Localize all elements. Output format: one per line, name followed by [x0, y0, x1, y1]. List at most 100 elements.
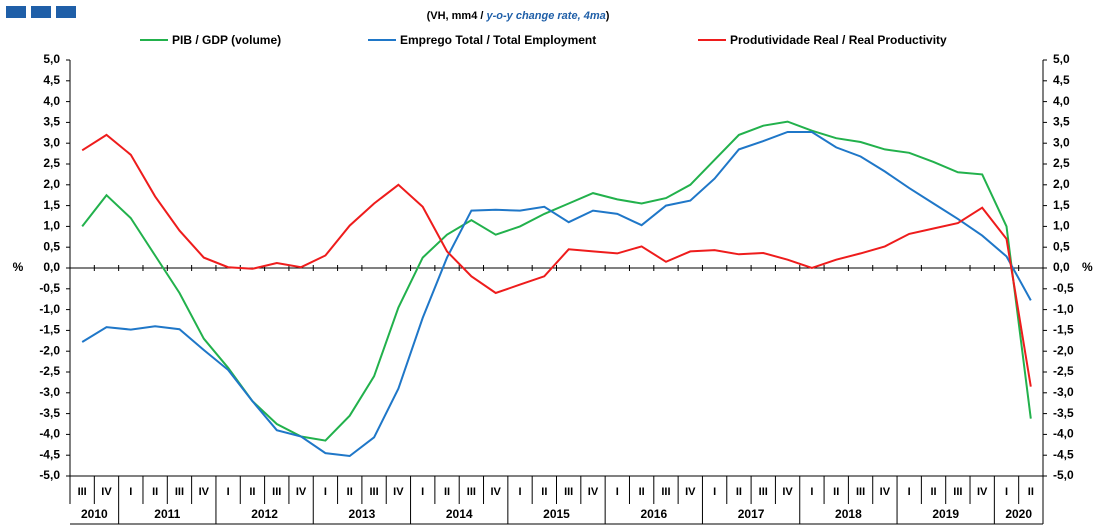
x-tick-label: II — [249, 486, 255, 498]
x-tick-label: II — [639, 486, 645, 498]
x-tick-label: I — [421, 486, 424, 498]
y-tick-label: 2,0 — [43, 177, 60, 191]
x-tick-label: II — [1028, 486, 1034, 498]
y-tick-label: 3,5 — [1053, 115, 1070, 129]
y-tick-label: -2,5 — [1053, 364, 1074, 378]
y-tick-label: 1,5 — [43, 198, 60, 212]
x-year-label: 2018 — [835, 507, 862, 521]
x-year-label: 2014 — [446, 507, 473, 521]
y-tick-label: -1,5 — [39, 323, 60, 337]
x-tick-label: III — [369, 486, 378, 498]
y-tick-label: -4,5 — [39, 447, 60, 461]
y-tick-label: -4,0 — [1053, 427, 1074, 441]
y-tick-label: -1,0 — [39, 302, 60, 316]
x-tick-label: III — [467, 486, 476, 498]
y-tick-label: -2,0 — [1053, 343, 1074, 357]
x-tick-label: I — [227, 486, 230, 498]
title-part: (VH, mm4 / — [427, 10, 487, 22]
chart-title: (VH, mm4 / y-o-y change rate, 4ma) — [427, 10, 610, 22]
x-tick-label: II — [736, 486, 742, 498]
x-tick-label: I — [616, 486, 619, 498]
x-year-label: 2015 — [543, 507, 570, 521]
x-tick-label: III — [856, 486, 865, 498]
x-tick-label: IV — [199, 486, 210, 498]
series-line — [81, 120, 1032, 442]
x-tick-label: III — [759, 486, 768, 498]
x-tick-label: IV — [880, 486, 891, 498]
x-tick-label: III — [175, 486, 184, 498]
logo-block — [6, 6, 26, 18]
x-tick-label: I — [810, 486, 813, 498]
x-tick-label: IV — [685, 486, 696, 498]
y-tick-label: -5,0 — [1053, 468, 1074, 482]
x-year-label: 2011 — [154, 507, 180, 521]
y-tick-label: -0,5 — [39, 281, 60, 295]
y-tick-label: 0,0 — [43, 260, 60, 274]
x-tick-label: II — [930, 486, 936, 498]
x-tick-label: I — [518, 486, 521, 498]
x-tick-label: II — [833, 486, 839, 498]
y-tick-label: 1,0 — [43, 219, 60, 233]
y-tick-label: -0,5 — [1053, 281, 1074, 295]
x-tick-label: III — [661, 486, 670, 498]
x-tick-label: III — [272, 486, 281, 498]
x-tick-label: II — [347, 486, 353, 498]
y-tick-label: -4,0 — [39, 427, 60, 441]
y-tick-label: 4,0 — [1053, 94, 1070, 108]
x-tick-label: III — [564, 486, 573, 498]
logo-block — [31, 6, 51, 18]
x-year-label: 2019 — [932, 507, 959, 521]
x-tick-label: IV — [588, 486, 599, 498]
x-tick-label: IV — [782, 486, 793, 498]
y-tick-label: -1,0 — [1053, 302, 1074, 316]
x-tick-label: I — [908, 486, 911, 498]
y-tick-label: -1,5 — [1053, 323, 1074, 337]
y-tick-label: -3,0 — [1053, 385, 1074, 399]
y-tick-label: -3,5 — [1053, 406, 1074, 420]
x-year-label: 2012 — [251, 507, 278, 521]
logo-block — [56, 6, 76, 18]
x-tick-label: II — [152, 486, 158, 498]
x-tick-label: II — [444, 486, 450, 498]
legend-label: PIB / GDP (volume) — [172, 33, 281, 47]
y-tick-label: 2,5 — [43, 156, 60, 170]
y-tick-label: 2,5 — [1053, 156, 1070, 170]
y-tick-label: 4,5 — [1053, 73, 1070, 87]
y-tick-label: 0,5 — [1053, 239, 1070, 253]
x-tick-label: I — [324, 486, 327, 498]
y-tick-label: 5,0 — [1053, 52, 1070, 66]
y-tick-label: -3,0 — [39, 385, 60, 399]
y-tick-label: 2,0 — [1053, 177, 1070, 191]
y-tick-label: -5,0 — [39, 468, 60, 482]
y-tick-label: 1,0 — [1053, 219, 1070, 233]
x-tick-label: III — [78, 486, 87, 498]
y-axis-label: % — [1082, 260, 1093, 274]
y-tick-label: 3,5 — [43, 115, 60, 129]
x-tick-label: III — [953, 486, 962, 498]
y-tick-label: 0,0 — [1053, 260, 1070, 274]
y-tick-label: -4,5 — [1053, 447, 1074, 461]
y-tick-label: 0,5 — [43, 239, 60, 253]
x-tick-label: II — [541, 486, 547, 498]
x-tick-label: IV — [296, 486, 307, 498]
y-tick-label: 4,0 — [43, 94, 60, 108]
y-axis-label: % — [13, 260, 24, 274]
y-tick-label: 1,5 — [1053, 198, 1070, 212]
y-tick-label: 4,5 — [43, 73, 60, 87]
y-tick-label: -2,5 — [39, 364, 60, 378]
x-year-label: 2017 — [738, 507, 765, 521]
x-year-label: 2020 — [1005, 507, 1032, 521]
x-tick-label: IV — [490, 486, 501, 498]
x-tick-label: I — [713, 486, 716, 498]
legend-label: Emprego Total / Total Employment — [400, 33, 596, 47]
x-year-label: 2016 — [640, 507, 667, 521]
x-year-label: 2013 — [349, 507, 376, 521]
x-year-label: 2010 — [81, 507, 108, 521]
x-tick-label: IV — [101, 486, 112, 498]
y-tick-label: 3,0 — [1053, 135, 1070, 149]
series-line — [81, 131, 1032, 458]
series-line — [81, 133, 1032, 387]
title-part: ) — [606, 10, 610, 22]
x-tick-label: I — [129, 486, 132, 498]
